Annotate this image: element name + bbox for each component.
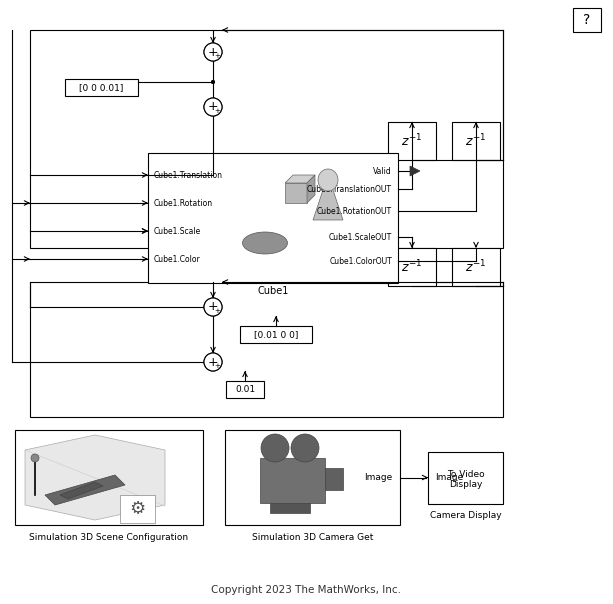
Polygon shape xyxy=(25,435,165,520)
Circle shape xyxy=(31,454,39,462)
Text: $z^{-1}$: $z^{-1}$ xyxy=(402,259,422,275)
Text: Image: Image xyxy=(364,473,392,482)
Ellipse shape xyxy=(243,232,287,254)
Bar xyxy=(240,326,312,343)
Bar xyxy=(225,430,400,525)
Ellipse shape xyxy=(318,169,338,191)
Text: +: + xyxy=(214,100,220,106)
Text: Cube1.ColorOUT: Cube1.ColorOUT xyxy=(329,257,392,266)
Bar xyxy=(452,122,500,160)
Circle shape xyxy=(204,353,222,371)
Circle shape xyxy=(204,43,222,61)
Bar xyxy=(452,248,500,286)
Text: Cube1.TranslationOUT: Cube1.TranslationOUT xyxy=(307,184,392,193)
Text: [0 0 0.01]: [0 0 0.01] xyxy=(79,83,124,92)
Bar xyxy=(30,282,503,417)
Text: +: + xyxy=(208,100,218,114)
Circle shape xyxy=(211,80,215,84)
Polygon shape xyxy=(307,175,315,203)
Text: Valid: Valid xyxy=(373,167,392,176)
Text: +: + xyxy=(214,108,220,114)
Bar xyxy=(120,495,155,523)
Text: +: + xyxy=(214,45,220,51)
Text: Cube1.Translation: Cube1.Translation xyxy=(154,170,223,179)
Text: Image: Image xyxy=(435,473,463,482)
Circle shape xyxy=(204,98,222,116)
Text: Cube1.RotationOUT: Cube1.RotationOUT xyxy=(317,207,392,216)
Text: +: + xyxy=(214,53,220,59)
Bar xyxy=(65,79,138,96)
Bar xyxy=(388,248,436,286)
Text: +: + xyxy=(214,308,220,314)
Circle shape xyxy=(204,98,222,116)
Polygon shape xyxy=(60,482,103,499)
Text: Cube1.Scale: Cube1.Scale xyxy=(154,226,201,236)
Text: To Video
Display: To Video Display xyxy=(447,470,484,489)
Circle shape xyxy=(291,434,319,462)
Circle shape xyxy=(204,298,222,316)
Text: +: + xyxy=(207,47,216,57)
Polygon shape xyxy=(313,175,343,220)
Bar xyxy=(260,458,325,503)
Text: $z^{-1}$: $z^{-1}$ xyxy=(402,133,422,149)
Circle shape xyxy=(261,434,289,462)
Text: +: + xyxy=(214,300,220,306)
Text: ?: ? xyxy=(584,13,590,27)
Text: $z^{-1}$: $z^{-1}$ xyxy=(465,259,487,275)
Text: +: + xyxy=(207,302,216,312)
Polygon shape xyxy=(45,475,125,505)
Text: Cube1.Color: Cube1.Color xyxy=(154,254,200,263)
Text: +: + xyxy=(214,363,220,369)
Bar xyxy=(325,468,343,490)
Bar xyxy=(15,430,203,525)
Text: Cube1: Cube1 xyxy=(257,286,289,296)
Polygon shape xyxy=(285,183,307,203)
Polygon shape xyxy=(410,166,420,176)
Text: $z^{-1}$: $z^{-1}$ xyxy=(465,133,487,149)
Text: Cube1.Rotation: Cube1.Rotation xyxy=(154,199,213,208)
Bar xyxy=(428,452,503,504)
Bar xyxy=(270,503,310,513)
Bar xyxy=(226,381,264,398)
Text: 0.01: 0.01 xyxy=(235,385,255,394)
Bar xyxy=(30,30,503,248)
Text: Cube1.ScaleOUT: Cube1.ScaleOUT xyxy=(329,233,392,242)
Circle shape xyxy=(204,353,222,371)
Polygon shape xyxy=(285,175,315,183)
Bar xyxy=(148,153,398,283)
Text: +: + xyxy=(208,301,218,313)
Text: +: + xyxy=(208,356,218,368)
Circle shape xyxy=(211,80,215,84)
Text: Copyright 2023 The MathWorks, Inc.: Copyright 2023 The MathWorks, Inc. xyxy=(211,585,401,595)
Text: Camera Display: Camera Display xyxy=(430,512,501,521)
Text: ⚙: ⚙ xyxy=(129,500,145,518)
Bar xyxy=(573,8,601,32)
Bar xyxy=(388,122,436,160)
Circle shape xyxy=(204,43,222,61)
Text: +: + xyxy=(214,355,220,361)
Text: [0.01 0 0]: [0.01 0 0] xyxy=(254,330,298,339)
Text: +: + xyxy=(207,102,216,112)
Text: Simulation 3D Camera Get: Simulation 3D Camera Get xyxy=(252,533,373,542)
Circle shape xyxy=(204,298,222,316)
Text: +: + xyxy=(207,357,216,367)
Text: +: + xyxy=(208,45,218,59)
Text: Simulation 3D Scene Configuration: Simulation 3D Scene Configuration xyxy=(29,533,189,542)
